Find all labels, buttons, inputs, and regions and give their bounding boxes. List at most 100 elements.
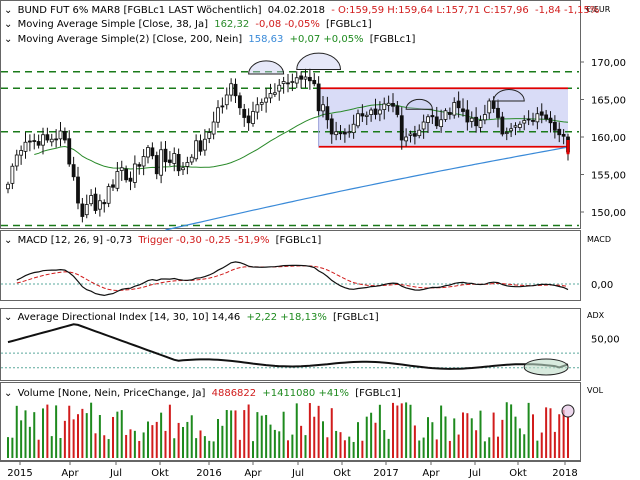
candle-body <box>49 138 54 143</box>
candle-body <box>382 103 387 110</box>
adx-layer <box>1 323 579 376</box>
candle-body <box>373 108 378 115</box>
volume-bar <box>94 433 97 458</box>
candle-body <box>474 116 479 127</box>
candle-body <box>469 117 474 122</box>
price-candle <box>544 109 549 122</box>
price-candle <box>408 130 413 143</box>
volume-bar <box>291 434 294 458</box>
volume-bar <box>405 402 408 458</box>
price-candle <box>194 134 199 162</box>
candle-body <box>487 100 492 114</box>
price-candle <box>500 111 505 137</box>
volume-bar <box>225 410 228 458</box>
macd-side-label: MACD <box>587 235 611 244</box>
candle-body <box>172 153 177 164</box>
price-candle <box>41 127 45 155</box>
volume-bar <box>313 416 316 458</box>
x-tick-label: 2017 <box>373 468 398 479</box>
price-candle <box>128 171 133 191</box>
candle-body <box>84 204 89 216</box>
adx-icon[interactable]: ⌄ <box>4 312 12 323</box>
volume-bar <box>142 432 145 458</box>
price-candle <box>312 73 317 87</box>
price-candle <box>132 155 137 188</box>
price-candle <box>281 76 286 94</box>
volume-bar <box>33 412 36 458</box>
candle-body <box>426 116 430 123</box>
price-candle <box>430 109 435 125</box>
price-candle <box>325 96 330 129</box>
candle-body <box>517 123 522 128</box>
chart-menu-icon[interactable]: ⌄ <box>4 5 12 16</box>
candle-body <box>286 82 290 85</box>
candle-body <box>321 104 325 112</box>
volume-bar <box>488 437 491 458</box>
price-candle <box>360 104 365 122</box>
volume-bar <box>182 426 184 458</box>
header-change: -1,84 -1,15% <box>535 5 599 16</box>
x-tick-label: 2015 <box>7 468 32 479</box>
volume-bar <box>195 438 198 458</box>
candle-body <box>360 113 365 117</box>
price-candle <box>290 73 295 92</box>
price-candle <box>36 134 41 149</box>
price-candle <box>6 181 10 194</box>
candle-body <box>443 110 448 120</box>
candle-body <box>137 164 142 167</box>
candle-body <box>395 105 400 115</box>
volume-bar <box>269 424 272 458</box>
candle-body <box>167 159 172 163</box>
volume-bar <box>505 402 508 458</box>
price-panel <box>0 0 581 229</box>
candle-body <box>312 79 317 85</box>
candle-body <box>452 102 457 116</box>
price-candle <box>277 78 282 101</box>
price-candle <box>163 141 168 172</box>
volume-bar <box>186 421 189 458</box>
price-candle <box>237 92 242 115</box>
last-candle-highlight <box>566 140 570 155</box>
price-candle <box>395 101 400 118</box>
volume-bar <box>479 410 482 458</box>
volume-bar <box>98 414 101 458</box>
volume-bar <box>370 412 373 458</box>
volume-bar <box>147 421 149 458</box>
candle-body <box>97 200 102 210</box>
volume-bar <box>396 405 399 458</box>
x-tick-label: Apr <box>61 468 79 479</box>
volume-legend: ⌄ Volume [None, Nein, PriceChange, Ja] 4… <box>4 388 401 399</box>
volume-bar <box>168 404 171 458</box>
candle-body <box>159 149 164 176</box>
price-candle <box>76 166 80 210</box>
price-candle <box>334 121 339 141</box>
price-candle <box>561 129 566 145</box>
price-candle <box>447 107 452 120</box>
volume-bar <box>81 408 84 458</box>
candle-body <box>150 147 155 157</box>
candle-body <box>58 130 63 140</box>
candle-body <box>119 167 124 171</box>
candle-body <box>539 111 544 116</box>
price-candle <box>539 103 544 124</box>
volume-bar <box>252 441 254 458</box>
volume-bar <box>160 412 163 458</box>
price-candle <box>338 125 343 140</box>
volume-bar <box>260 415 263 458</box>
volume-icon[interactable]: ⌄ <box>4 388 12 399</box>
ma200-icon[interactable]: ⌄ <box>4 34 12 45</box>
price-candle <box>299 71 304 89</box>
ma38-icon[interactable]: ⌄ <box>4 19 12 30</box>
x-tick-label: 2016 <box>196 468 221 479</box>
candle-body <box>10 165 15 184</box>
price-candle <box>233 78 238 103</box>
macd-icon[interactable]: ⌄ <box>4 235 12 246</box>
price-candle <box>377 101 382 122</box>
volume-bar <box>234 410 237 458</box>
volume-bar <box>457 434 460 458</box>
candle-body <box>251 111 255 124</box>
price-tick-label: 150,00 <box>591 208 626 219</box>
price-candle <box>10 163 15 190</box>
candle-body <box>338 132 343 135</box>
price-candle <box>198 134 203 156</box>
